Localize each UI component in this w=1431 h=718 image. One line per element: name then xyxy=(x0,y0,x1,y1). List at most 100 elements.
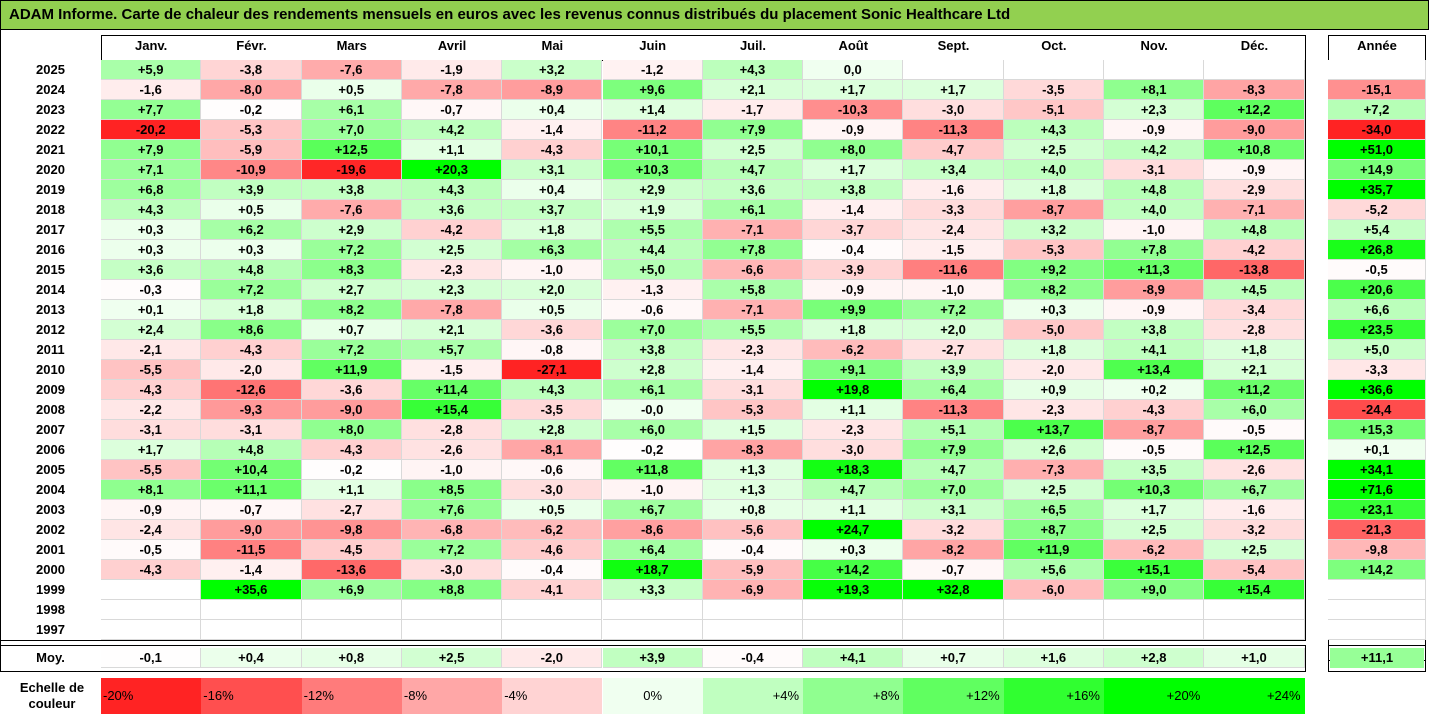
heatmap-cell: -0,6 xyxy=(602,300,703,320)
heatmap-cell: -6,6 xyxy=(702,260,804,280)
heatmap-cell: -1,7 xyxy=(702,100,804,120)
heatmap-cell: -2,4 xyxy=(903,220,1004,240)
heatmap-cell xyxy=(1003,620,1104,640)
heatmap-cell: -9,0 xyxy=(201,520,302,540)
heatmap-cell xyxy=(702,600,804,620)
scale-swatch: -20% xyxy=(101,678,202,714)
heatmap-cell: +1,7 xyxy=(101,440,202,460)
heatmap-cell: +8,2 xyxy=(301,300,402,320)
heatmap-cell: +2,1 xyxy=(401,320,503,340)
heatmap-cell: -0,4 xyxy=(502,560,603,580)
year-total-cell: +20,6 xyxy=(1328,280,1426,300)
heatmap-cell: +2,1 xyxy=(702,80,804,100)
year-total-cell: +23,1 xyxy=(1328,500,1426,520)
heatmap-cell: +4,7 xyxy=(702,160,804,180)
heatmap-cell: -5,3 xyxy=(1003,240,1104,260)
heatmap-cell: +8,3 xyxy=(301,260,402,280)
heatmap-cell: -4,3 xyxy=(101,380,202,400)
heatmap-cell xyxy=(803,600,904,620)
heatmap-cell xyxy=(1003,60,1104,80)
year-label: 2022 xyxy=(36,122,65,137)
heatmap-cell: +0,4 xyxy=(502,100,603,120)
heatmap-cell: -5,3 xyxy=(201,120,302,140)
year-total-cell: -15,1 xyxy=(1328,80,1426,100)
heatmap-cell: -8,3 xyxy=(702,440,804,460)
heatmap-cell: -3,2 xyxy=(903,520,1004,540)
heatmap-cell: -0,4 xyxy=(803,240,904,260)
heatmap-cell: +6,4 xyxy=(602,540,703,560)
year-total-cell xyxy=(1328,600,1426,620)
heatmap-cell: +4,3 xyxy=(1003,120,1104,140)
heatmap-cell: +3,7 xyxy=(502,200,603,220)
heatmap-cell: -20,2 xyxy=(101,120,202,140)
heatmap-cell: +15,4 xyxy=(1204,580,1305,600)
heatmap-cell: +10,4 xyxy=(201,460,302,480)
scale-swatch: 0% xyxy=(602,678,703,714)
heatmap-cell xyxy=(401,600,503,620)
heatmap-cell: +6,1 xyxy=(301,100,402,120)
heatmap-cell: -0,4 xyxy=(702,540,804,560)
heatmap-cell: -3,0 xyxy=(903,100,1004,120)
heatmap-cell: +4,0 xyxy=(1104,200,1205,220)
year-label: 1999 xyxy=(36,582,65,597)
heatmap-cell: +1,5 xyxy=(702,420,804,440)
heatmap-cell: -5,5 xyxy=(101,460,202,480)
heatmap-cell: +6,7 xyxy=(602,500,703,520)
heatmap-cell: -6,2 xyxy=(502,520,603,540)
year-label: 2005 xyxy=(36,462,65,477)
heatmap-cell: -0,3 xyxy=(101,280,202,300)
heatmap-cell: -6,2 xyxy=(1104,540,1205,560)
heatmap-cell: -7,6 xyxy=(301,200,402,220)
heatmap-cell xyxy=(301,620,402,640)
heatmap-cell: -3,6 xyxy=(301,380,402,400)
heatmap-cell: -6,8 xyxy=(401,520,503,540)
year-label: 2010 xyxy=(36,362,65,377)
month-header-11: Nov. xyxy=(1140,38,1168,53)
heatmap-cell: +4,8 xyxy=(201,440,302,460)
heatmap-cell xyxy=(101,620,202,640)
heatmap-cell: +6,1 xyxy=(702,200,804,220)
heatmap-cell: -13,6 xyxy=(301,560,402,580)
heatmap-cell xyxy=(301,600,402,620)
heatmap-cell: -8,9 xyxy=(1104,280,1205,300)
heatmap-cell: +0,3 xyxy=(803,540,904,560)
heatmap-cell: +4,8 xyxy=(201,260,302,280)
heatmap-cell: +8,7 xyxy=(1003,520,1104,540)
heatmap-cell xyxy=(1204,620,1305,640)
heatmap-cell: +2,5 xyxy=(1003,140,1104,160)
heatmap-cell: -1,3 xyxy=(602,280,703,300)
heatmap-cell: +0,9 xyxy=(1003,380,1104,400)
heatmap-cell: -1,2 xyxy=(602,60,703,80)
heatmap-cell xyxy=(1204,600,1305,620)
average-cell: +0,7 xyxy=(903,648,1004,668)
heatmap-cell: -3,6 xyxy=(502,320,603,340)
heatmap-cell: -3,0 xyxy=(803,440,904,460)
heatmap-cell: -8,3 xyxy=(1204,80,1305,100)
average-cell: +1,0 xyxy=(1204,648,1305,668)
month-header-3: Mars xyxy=(336,38,367,53)
heatmap-cell: -3,9 xyxy=(803,260,904,280)
heatmap-cell: -2,3 xyxy=(1003,400,1104,420)
heatmap-cell: -3,5 xyxy=(1003,80,1104,100)
heatmap-cell: +0,4 xyxy=(502,180,603,200)
year-total-cell: +14,2 xyxy=(1328,560,1426,580)
heatmap-cell: -5,6 xyxy=(702,520,804,540)
scale-swatch: +24% xyxy=(1204,678,1305,714)
average-year-box xyxy=(1328,645,1426,672)
heatmap-cell: +3,9 xyxy=(201,180,302,200)
heatmap-cell: +6,0 xyxy=(602,420,703,440)
heatmap-cell xyxy=(401,620,503,640)
heatmap-cell: +11,9 xyxy=(301,360,402,380)
heatmap-cell: -3,1 xyxy=(1104,160,1205,180)
heatmap-cell: -2,1 xyxy=(101,340,202,360)
heatmap-cell: +7,9 xyxy=(101,140,202,160)
heatmap-cell: +2,5 xyxy=(401,240,503,260)
heatmap-cell: -2,6 xyxy=(1204,460,1305,480)
heatmap-cell: +6,2 xyxy=(201,220,302,240)
heatmap-cell: -5,0 xyxy=(1003,320,1104,340)
average-cell: +2,8 xyxy=(1104,648,1205,668)
heatmap-cell: +9,1 xyxy=(803,360,904,380)
year-label: 2008 xyxy=(36,402,65,417)
heatmap-cell: +7,9 xyxy=(702,120,804,140)
average-row-box xyxy=(0,645,1306,672)
